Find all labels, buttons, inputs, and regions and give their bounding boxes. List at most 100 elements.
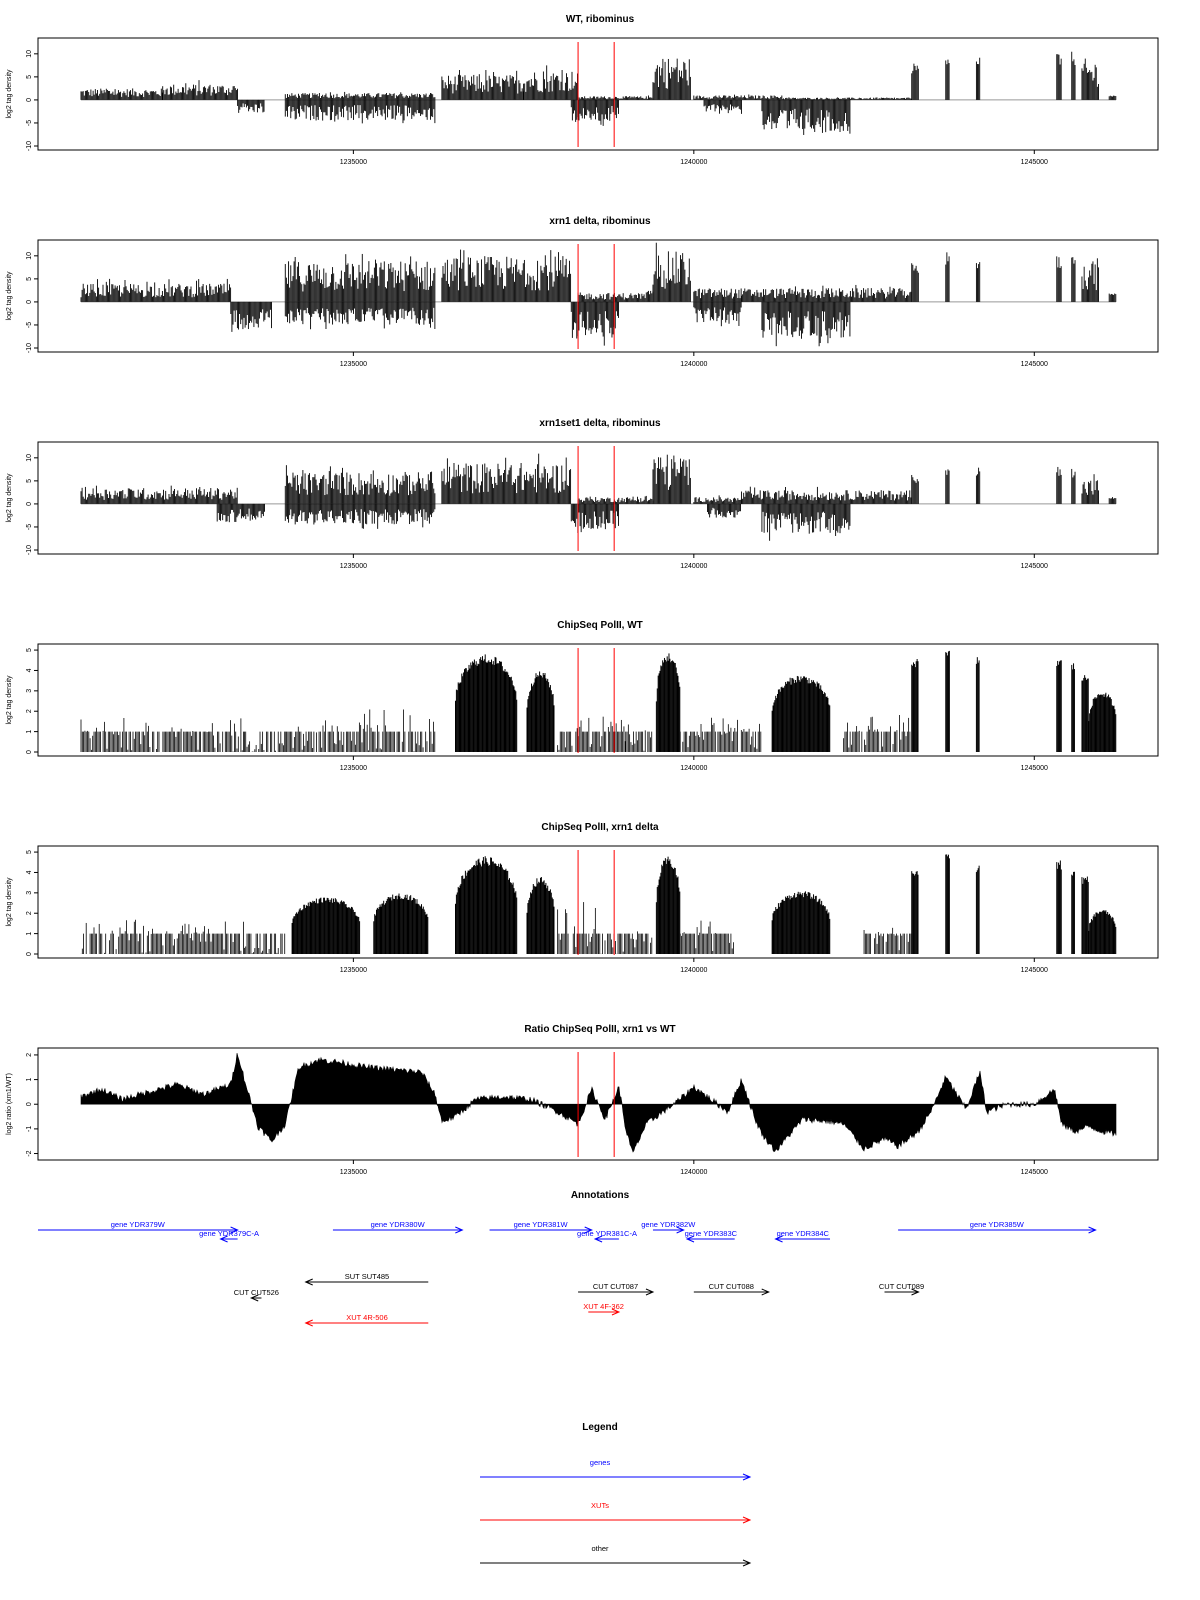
y-tick-label: 4: [26, 668, 33, 672]
y-axis-label: log2 tag density: [6, 271, 13, 321]
y-tick-label: -10: [26, 343, 33, 353]
x-tick-label: 1245000: [1021, 967, 1048, 974]
y-tick-label: 3: [26, 689, 33, 693]
y-tick-label: 4: [26, 870, 33, 874]
annotation-label: CUT CUT088: [709, 1282, 754, 1291]
annotation-arrow-head: [219, 1235, 228, 1243]
data-marks: [80, 650, 1117, 752]
ratio-area: [80, 1053, 1117, 1153]
chart-title: ChipSeq PolII, xrn1 delta: [541, 822, 659, 833]
annotation-label: gene YDR383C: [685, 1229, 738, 1238]
y-tick-label: -5: [26, 322, 33, 328]
plot-frame: [37, 441, 1159, 555]
data-marks: [80, 242, 1117, 347]
x-tick-label: 1240000: [680, 361, 707, 368]
y-tick-label: 0: [26, 98, 33, 102]
annotation-arrow-head: [742, 1516, 752, 1524]
plot-frame: [37, 239, 1159, 353]
y-tick-label: 5: [26, 277, 33, 281]
x-tick-label: 1245000: [1021, 563, 1048, 570]
y-tick-label: 0: [26, 750, 33, 754]
annotation-arrow-head: [645, 1288, 655, 1296]
y-tick-label: -5: [26, 524, 33, 530]
annotation-arrow-head: [611, 1308, 621, 1316]
annotation-label: CUT CUT087: [593, 1282, 638, 1291]
chart-title: xrn1set1 delta, ribominus: [539, 418, 661, 429]
chart-panel-4: ChipSeq PolII, xrn1 delta log2 tag densit…: [6, 822, 1159, 974]
annotation-label: XUT 4F-362: [583, 1302, 624, 1311]
chart-title: Ratio ChipSeq PolII, xrn1 vs WT: [524, 1024, 675, 1035]
plot-frame: [37, 643, 1159, 757]
y-tick-label: -2: [26, 1150, 33, 1156]
annotation-arrow-head: [676, 1226, 685, 1234]
x-tick-label: 1245000: [1021, 361, 1048, 368]
y-tick-label: 2: [26, 709, 33, 713]
plot-frame: [37, 845, 1159, 959]
x-tick-label: 1235000: [340, 563, 367, 570]
annotation-arrow-head: [911, 1288, 920, 1296]
y-tick-label: 1: [26, 730, 33, 734]
chart-panel-0: WT, ribominus log2 tag density -10 -5 0 5 10 12…: [6, 14, 1159, 166]
plot-frame: [37, 37, 1159, 151]
annotation-label: gene YDR384C: [777, 1229, 830, 1238]
x-tick-label: 1235000: [340, 159, 367, 166]
x-tick-label: 1235000: [340, 361, 367, 368]
annotation-label: gene YDR381W: [514, 1220, 569, 1229]
chart-title: xrn1 delta, ribominus: [549, 216, 651, 227]
x-tick-label: 1240000: [680, 563, 707, 570]
data-marks: [80, 1053, 1117, 1153]
chart-title: ChipSeq PolII, WT: [557, 620, 643, 631]
legend-title: Legend: [582, 1422, 618, 1433]
y-tick-label: 10: [26, 252, 33, 260]
data-marks: [80, 854, 1117, 954]
y-tick-label: -5: [26, 120, 33, 126]
annotation-label: gene YDR379C-A: [199, 1229, 259, 1238]
chart-panel-5: Ratio ChipSeq PolII, xrn1 vs WT log2 rati…: [6, 1024, 1159, 1176]
annotations-panel: Annotations gene YDR379W gene YDR379C-A gen…: [38, 1190, 1097, 1327]
x-tick-label: 1240000: [680, 159, 707, 166]
annotation-arrow-head: [742, 1473, 752, 1481]
chart-panel-1: xrn1 delta, ribominus log2 tag density -10…: [6, 216, 1159, 368]
y-tick-label: 3: [26, 891, 33, 895]
y-tick-label: 0: [26, 300, 33, 304]
legend-label: genes: [590, 1458, 611, 1467]
annotation-label: CUT CUT526: [234, 1288, 279, 1297]
y-tick-label: -1: [26, 1126, 33, 1132]
y-axis-label: log2 tag density: [6, 675, 13, 725]
x-tick-label: 1240000: [680, 967, 707, 974]
y-tick-label: 1: [26, 1078, 33, 1082]
annotation-label: SUT SUT485: [345, 1272, 389, 1281]
y-axis-label: log2 tag density: [6, 877, 13, 927]
annotation-label: CUT CUT089: [879, 1282, 924, 1291]
annotation-arrow-head: [593, 1235, 603, 1243]
y-axis-label: log2 tag density: [6, 69, 13, 119]
y-tick-label: 10: [26, 50, 33, 58]
y-tick-label: 2: [26, 911, 33, 915]
y-axis-label: log2 tag density: [6, 473, 13, 523]
annotation-arrow-head: [774, 1235, 783, 1243]
y-tick-label: 0: [26, 952, 33, 956]
legend-label: other: [591, 1544, 609, 1553]
x-tick-label: 1240000: [680, 1169, 707, 1176]
annotation-arrow-head: [761, 1288, 770, 1296]
y-tick-label: 5: [26, 648, 33, 652]
chart-panel-2: xrn1set1 delta, ribominus log2 tag densit…: [6, 418, 1159, 570]
annotations-title: Annotations: [571, 1190, 630, 1201]
y-tick-label: -10: [26, 545, 33, 555]
y-tick-label: 0: [26, 1102, 33, 1106]
annotation-label: gene YDR380W: [371, 1220, 426, 1229]
chart-panel-3: ChipSeq PolII, WT log2 tag density 0 1 2 3 4 5 1…: [6, 620, 1159, 772]
x-tick-label: 1245000: [1021, 1169, 1048, 1176]
data-marks: [80, 453, 1117, 541]
y-tick-label: 5: [26, 850, 33, 854]
annotation-label: XUT 4R-506: [346, 1313, 388, 1322]
legend-panel: Legend genes XUTs other: [480, 1422, 752, 1567]
y-tick-label: 2: [26, 1053, 33, 1057]
x-tick-label: 1245000: [1021, 765, 1048, 772]
annotation-label: gene YDR381C-A: [577, 1229, 637, 1238]
annotation-arrow-head: [304, 1319, 313, 1327]
x-tick-label: 1235000: [340, 765, 367, 772]
annotation-label: gene YDR379W: [111, 1220, 166, 1229]
annotation-arrow-head: [304, 1278, 313, 1286]
